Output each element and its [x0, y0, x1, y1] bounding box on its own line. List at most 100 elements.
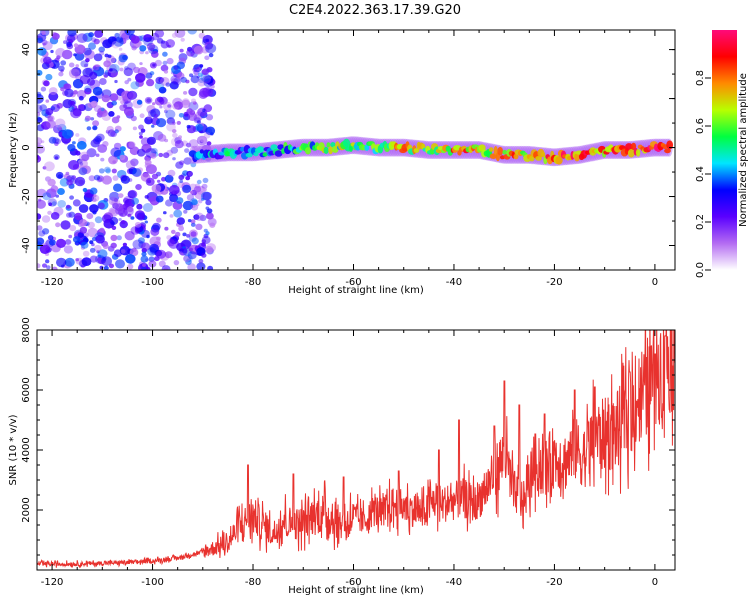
spectrogram-noise-cell: [57, 200, 66, 208]
spectrogram-noise-cell: [187, 30, 197, 35]
spectrogram-noise-cell: [187, 112, 197, 121]
spectrogram-noise-cell: [145, 72, 153, 79]
spectrogram-noise-cell: [119, 245, 131, 256]
spectrogram-noise-cell: [102, 243, 109, 250]
spectrogram-noise-cell: [79, 74, 91, 85]
spectrogram-noise-cell: [117, 96, 123, 101]
spectrogram-noise-cell: [89, 79, 101, 90]
y-tick-label: 2000: [21, 497, 32, 522]
spectrogram-noise-cell: [139, 62, 143, 66]
spectrogram-noise-cell: [93, 105, 102, 113]
spectrogram-noise-cell: [91, 197, 97, 203]
spectrogram-noise-cell: [112, 202, 119, 209]
spectrogram-noise-cell: [104, 53, 109, 58]
spectrogram-noise-cell: [103, 60, 111, 68]
spectrogram-noise-cell: [183, 111, 189, 117]
spectrogram-noise-cell: [165, 109, 176, 120]
spectrogram-noise-cell: [120, 220, 126, 225]
spectrogram-noise-cell: [58, 71, 64, 77]
spectrogram-noise-cell: [187, 263, 196, 270]
spectrogram-noise-cell: [166, 235, 172, 240]
spectrogram-noise-cell: [162, 101, 173, 111]
spectrogram-noise-cell: [141, 242, 151, 251]
spectrogram-noise-cell: [145, 51, 149, 55]
spectrogram-noise-cell: [110, 70, 118, 78]
snr-panel: -120 -100 -80 -60 -40 -20 0 2000 4000 6000 8000 H…: [8, 317, 676, 596]
spectrogram-noise-cell: [124, 80, 129, 85]
spectrogram-noise-cell: [128, 167, 137, 175]
spectrogram-noise-cell: [202, 177, 209, 183]
snr-series-line: [37, 330, 675, 569]
spectrogram-noise-cell: [163, 211, 167, 215]
x-tick-label: -100: [141, 277, 164, 288]
spectrogram-noise-cell: [89, 247, 96, 253]
spectrogram-noise-cell: [44, 161, 55, 172]
spectrogram-noise-cell: [58, 65, 65, 72]
spectrogram-noise-cell: [48, 87, 58, 96]
spectrogram-noise-cell: [100, 157, 105, 162]
spectrogram-ridge-cell: [502, 150, 508, 155]
spectrogram-noise-cell: [158, 86, 167, 94]
spectrogram-noise-cell: [178, 113, 184, 118]
spectrogram-noise-cell: [201, 253, 207, 258]
snr-y-label: SNR (10 * v/v): [8, 414, 19, 485]
spectrogram-noise-cell: [192, 101, 197, 105]
spectrogram-noise-cell: [197, 107, 208, 117]
spectrogram-noise-cell: [195, 123, 204, 132]
spectrogram-noise-cell: [173, 101, 184, 110]
spectrogram-noise-cell: [80, 60, 89, 68]
spectrogram-noise-cell: [146, 136, 156, 145]
spectrogram-noise-cell: [187, 251, 197, 260]
spectrogram-noise-cell: [145, 164, 157, 175]
spectrogram-noise-cell: [179, 224, 184, 228]
spectrogram-noise-cell: [86, 148, 97, 158]
spectrogram-noise-cell: [76, 33, 88, 43]
spectrogram-noise-cell: [50, 185, 59, 193]
spectrogram-noise-cell: [158, 152, 164, 158]
spectrogram-noise-cell: [145, 266, 151, 270]
snr-y-ticks: 2000 4000 6000 8000: [21, 317, 675, 556]
spectrogram-noise-cell: [122, 242, 127, 247]
spectrogram-noise-cell: [111, 100, 117, 106]
spectrogram-noise-cell: [156, 249, 167, 259]
spectrogram-noise-cell: [133, 66, 140, 74]
spectrogram-noise-cell: [170, 146, 179, 154]
spectrogram-noise-cell: [64, 257, 75, 267]
spectrogram-noise-cell: [41, 140, 45, 144]
spectrogram-noise-cell: [75, 133, 80, 137]
spectrogram-noise-cell: [81, 257, 92, 266]
spectrogram-noise-cell: [77, 104, 83, 110]
spectrogram-noise-cell: [82, 187, 88, 193]
spectrogram-noise-cell: [111, 168, 117, 174]
spectrogram-noise-cell: [151, 50, 159, 58]
spectrogram-noise-cell: [156, 217, 162, 223]
spectrogram-noise-cell: [200, 72, 211, 82]
spectrogram-noise-cell: [175, 231, 181, 237]
spectrogram-noise-cell: [64, 239, 72, 245]
spectrogram-noise-cell: [104, 166, 111, 173]
spectrogram-noise-cell: [202, 191, 212, 201]
spectrogram-noise-cell: [72, 199, 81, 207]
spectrogram-noise-cell: [139, 135, 143, 139]
spectrogram-noise-cell: [114, 129, 119, 134]
spectrogram-noise-cell: [76, 89, 87, 99]
spectrogram-noise-cell: [41, 215, 51, 223]
spectrogram-noise-cell: [65, 171, 70, 176]
spectrogram-noise-cell: [67, 30, 77, 37]
y-tick-label: 0: [21, 144, 32, 150]
spectrogram-noise-cell: [187, 219, 192, 223]
spectrogram-noise-cell: [196, 120, 201, 124]
x-tick-label: 0: [652, 577, 658, 588]
spectrogram-noise-cell: [127, 92, 136, 100]
spectrogram-noise-cell: [98, 46, 105, 53]
spectrogram-noise-cell: [58, 126, 62, 131]
spectrogram-noise-cell: [74, 52, 85, 61]
spectrogram-noise-cell: [145, 177, 155, 186]
spectrogram-noise-cell: [205, 38, 210, 42]
spectrogram-noise-cell: [151, 201, 157, 206]
spectrogram-noise-cell: [66, 41, 72, 48]
spectrogram-noise-cell: [81, 154, 89, 162]
spectrogram-noise-cell: [102, 39, 113, 49]
spectrogram-noise-cell: [73, 90, 78, 95]
spectrogram-noise-cell: [103, 265, 109, 270]
